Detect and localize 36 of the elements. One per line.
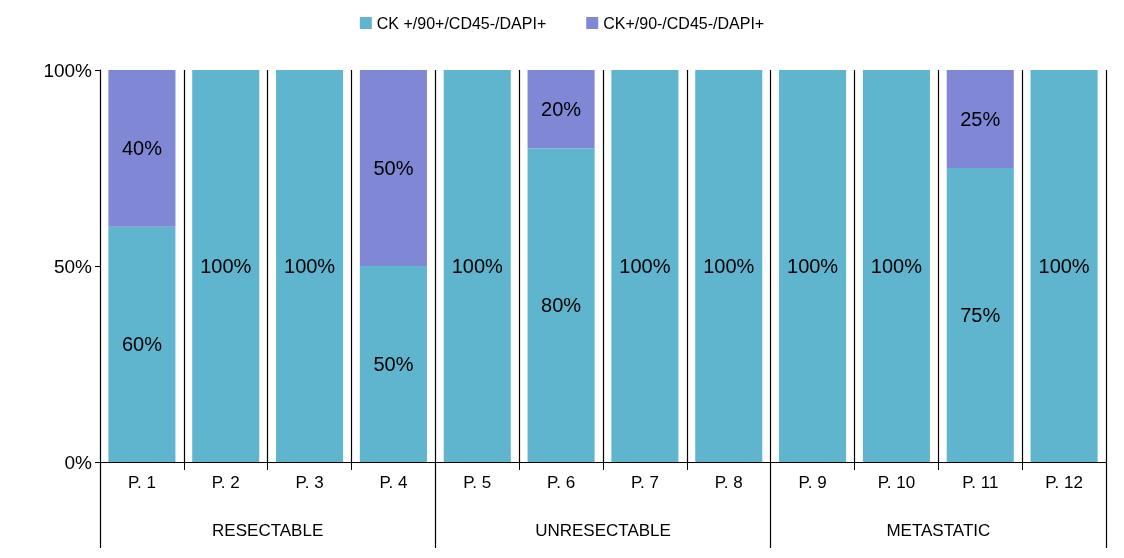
data-label: 100% [870,255,923,277]
text: RESECTABLE [212,521,324,540]
x-tick-label: P. 3 [295,473,324,492]
data-label: 75% [960,304,1001,326]
x-tick-label: P. 5 [463,473,492,492]
legend-label: CK+/90-/CD45-/DAPI+ [603,14,765,32]
x-tick-label: P. 9 [798,473,827,492]
data-label: 100% [619,255,671,277]
data-label: 60% [121,333,163,356]
x-tick-label: P. 7 [630,473,659,492]
legend-label: CK +/90+/CD45-/DAPI+ [376,14,547,32]
data-label: 100% [1038,255,1090,277]
x-tick-label: P. 1 [127,473,156,492]
x-tick-label: P. 8 [714,473,743,492]
data-label: 80% [541,294,582,317]
y-tick-label: 50% [53,255,93,277]
text: UNRESECTABLE [535,521,671,540]
x-tick-label: P. 12 [1045,473,1083,492]
data-label: 100% [703,255,755,277]
data-label: 100% [787,255,839,277]
x-tick-label: P. 11 [962,473,999,492]
data-label: 25% [960,108,1001,130]
text: METASTATIC [886,521,991,540]
data-label: 50% [373,157,414,179]
data-label: 100% [200,255,252,277]
data-label: 100% [451,255,504,277]
y-tick-label: 100% [43,59,93,81]
data-label: 40% [121,137,163,160]
data-label: 100% [284,255,336,277]
data-label: 20% [541,98,582,121]
y-tick-label: 0% [64,451,93,473]
data-label: 50% [373,353,414,375]
x-tick-label: P. 6 [547,473,576,492]
x-tick-label: P. 2 [211,473,240,492]
x-tick-label: P. 4 [379,473,408,492]
x-tick-label: P. 10 [877,473,916,492]
